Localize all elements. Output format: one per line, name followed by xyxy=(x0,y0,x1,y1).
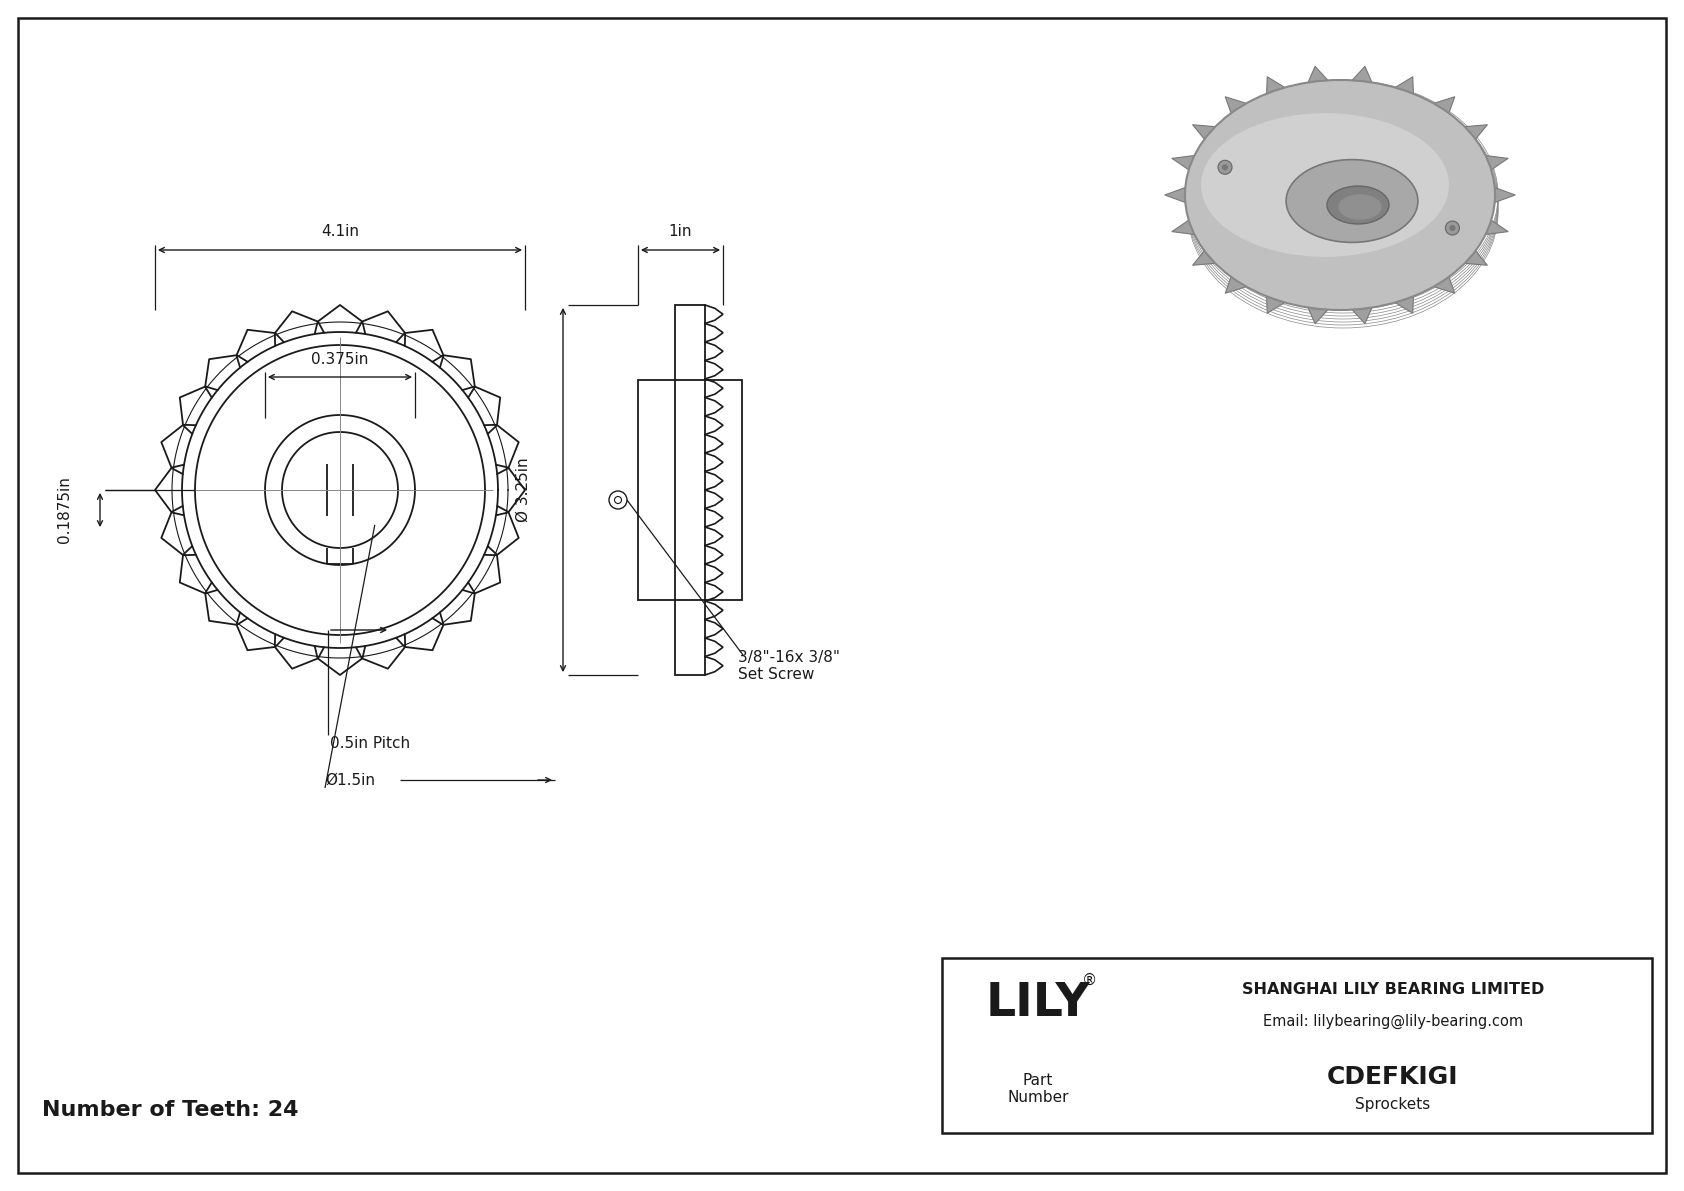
Polygon shape xyxy=(1339,292,1379,324)
Polygon shape xyxy=(1378,279,1415,313)
Text: CDEFKIGI: CDEFKIGI xyxy=(1327,1065,1458,1089)
Polygon shape xyxy=(1192,125,1238,154)
Circle shape xyxy=(1445,222,1460,235)
Polygon shape xyxy=(1339,67,1379,99)
Ellipse shape xyxy=(1287,160,1418,243)
Text: Email: lilybearing@lily-bearing.com: Email: lilybearing@lily-bearing.com xyxy=(1263,1014,1522,1029)
Bar xyxy=(675,305,706,675)
Text: Sprockets: Sprockets xyxy=(1356,1097,1430,1112)
Polygon shape xyxy=(1302,67,1340,99)
Ellipse shape xyxy=(1339,194,1381,219)
Polygon shape xyxy=(1172,208,1218,237)
Polygon shape xyxy=(1474,180,1516,210)
Polygon shape xyxy=(1165,180,1206,210)
Text: 0.375in: 0.375in xyxy=(312,351,369,367)
Polygon shape xyxy=(1413,261,1455,293)
Ellipse shape xyxy=(1201,113,1448,257)
Polygon shape xyxy=(1442,125,1487,154)
Polygon shape xyxy=(1302,292,1340,324)
Polygon shape xyxy=(1172,152,1218,181)
Polygon shape xyxy=(1378,76,1415,111)
Text: 0.1875in: 0.1875in xyxy=(57,476,72,543)
Text: 1in: 1in xyxy=(669,224,692,239)
Polygon shape xyxy=(1266,76,1303,111)
Text: 3/8"-16x 3/8"
Set Screw: 3/8"-16x 3/8" Set Screw xyxy=(738,650,840,682)
Bar xyxy=(941,958,1652,1133)
Text: Ø 3.25in: Ø 3.25in xyxy=(515,457,530,523)
Circle shape xyxy=(1223,164,1228,170)
Circle shape xyxy=(1450,225,1455,231)
Polygon shape xyxy=(1413,96,1455,130)
Ellipse shape xyxy=(1327,186,1389,224)
Text: SHANGHAI LILY BEARING LIMITED: SHANGHAI LILY BEARING LIMITED xyxy=(1241,983,1544,997)
Circle shape xyxy=(1218,161,1233,174)
Polygon shape xyxy=(1442,236,1487,266)
Text: 0.5in Pitch: 0.5in Pitch xyxy=(330,736,411,750)
Text: Part
Number: Part Number xyxy=(1007,1073,1069,1105)
Ellipse shape xyxy=(1186,80,1495,310)
Text: 4.1in: 4.1in xyxy=(322,224,359,239)
Polygon shape xyxy=(1463,152,1509,181)
Text: ®: ® xyxy=(1083,973,1098,989)
Text: Number of Teeth: 24: Number of Teeth: 24 xyxy=(42,1100,298,1120)
Polygon shape xyxy=(1463,208,1509,237)
Text: Ø1.5in: Ø1.5in xyxy=(325,773,376,787)
Text: LILY: LILY xyxy=(985,981,1090,1025)
Polygon shape xyxy=(1226,261,1268,293)
Polygon shape xyxy=(1266,279,1303,313)
Polygon shape xyxy=(1226,96,1268,130)
Bar xyxy=(638,380,743,600)
Polygon shape xyxy=(1192,236,1238,266)
